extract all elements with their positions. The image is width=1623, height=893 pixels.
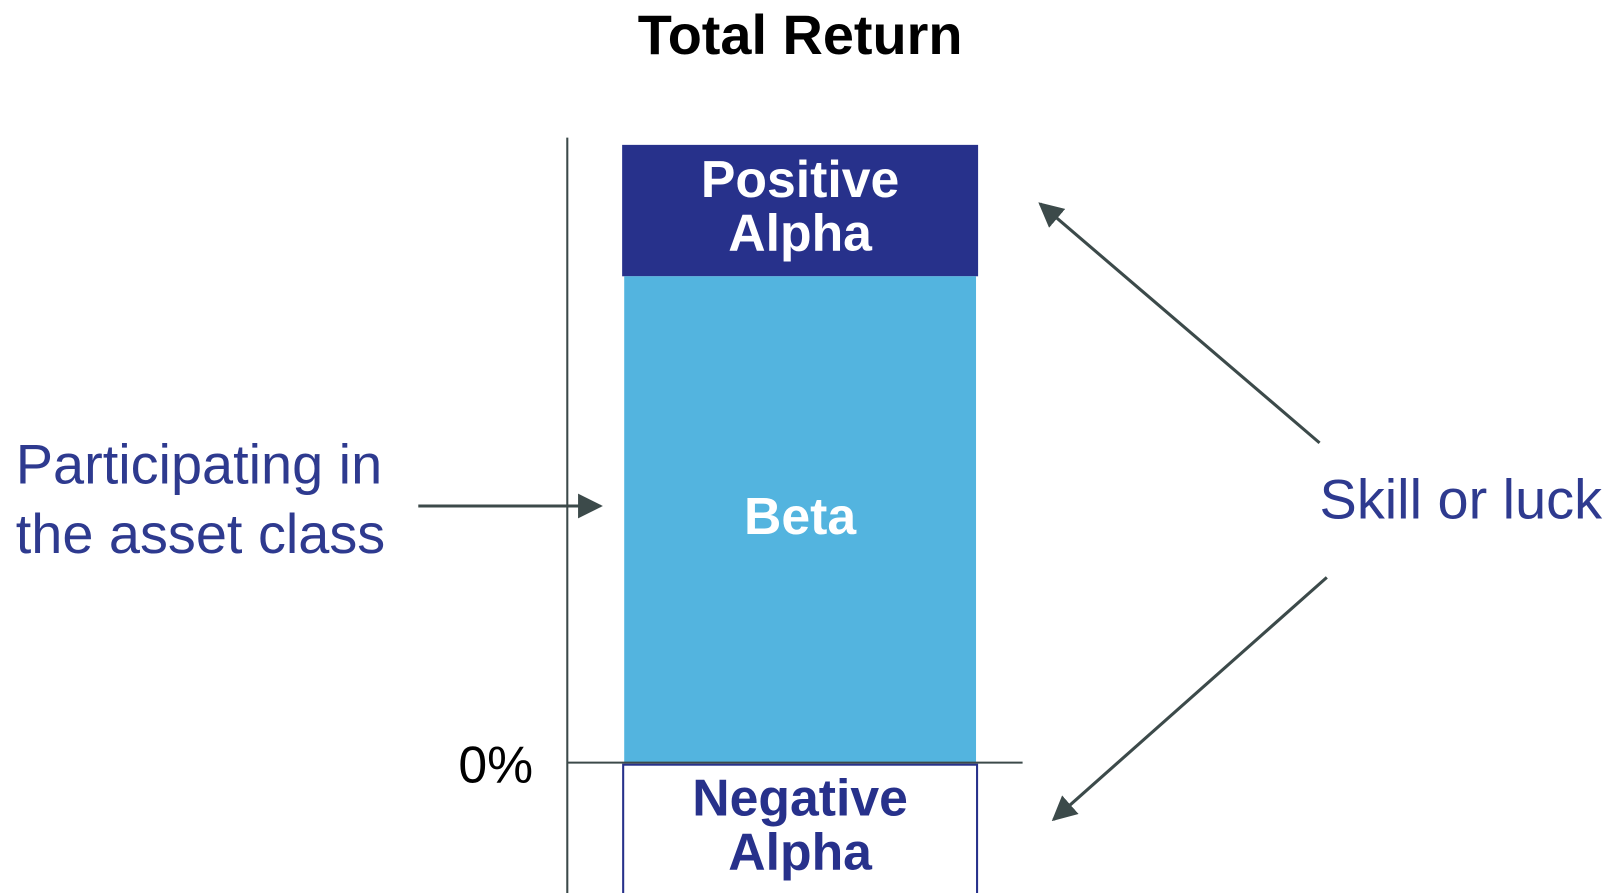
- negative-alpha-block: [622, 763, 979, 893]
- annotation: Participating in: [16, 433, 382, 496]
- segment-label: Alpha: [728, 822, 873, 880]
- segment-label: Beta: [744, 487, 857, 545]
- segment-label: Positive: [701, 150, 899, 208]
- annotation: Skill or luck: [1320, 468, 1604, 531]
- annotation: the asset class: [16, 502, 385, 565]
- positive-alpha-block: [622, 144, 979, 277]
- title: Total Return: [638, 3, 963, 66]
- zero-label: 0%: [458, 736, 533, 794]
- arrow: [1038, 202, 1321, 445]
- segment-label: Alpha: [728, 204, 873, 262]
- beta-block: [624, 276, 977, 763]
- segment-label: Negative: [692, 769, 908, 827]
- arrow: [1051, 576, 1328, 822]
